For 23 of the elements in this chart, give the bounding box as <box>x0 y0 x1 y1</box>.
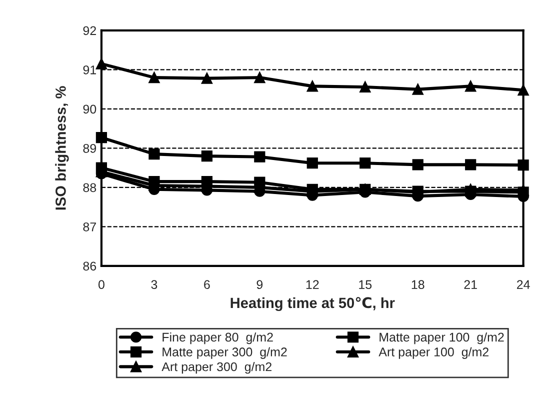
legend-label: Matte paper 300 g/m2 <box>162 347 287 359</box>
x-tick-label: 21 <box>464 280 477 289</box>
x-axis-title: Heating time at 50℃, hr <box>230 297 395 312</box>
x-tick-label: 24 <box>517 280 530 289</box>
y-tick-label: 90 <box>83 104 96 114</box>
x-tick-label: 12 <box>306 280 319 289</box>
y-tick-label: 88 <box>83 183 96 192</box>
x-tick-label: 6 <box>204 280 210 289</box>
y-tick-label: 87 <box>83 222 96 232</box>
y-tick-label: 91 <box>83 65 96 74</box>
x-tick-label: 0 <box>98 280 104 289</box>
y-axis-title: ISO brightness, % <box>55 86 69 210</box>
y-tick-label: 86 <box>83 262 96 271</box>
legend-label: Fine paper 80 g/m2 <box>162 332 273 344</box>
y-tick-label: 92 <box>83 26 96 36</box>
x-tick-label: 3 <box>151 280 158 289</box>
legend-label: Art paper 100 g/m2 <box>378 347 488 359</box>
x-tick-label: 9 <box>256 280 263 289</box>
y-tick-label: 89 <box>83 144 96 153</box>
legend-label: Matte paper 100 g/m2 <box>380 332 504 344</box>
x-tick-label: 18 <box>412 280 424 289</box>
legend-label: Art paper 300 g/m2 <box>162 362 272 374</box>
x-tick-label: 15 <box>359 280 372 289</box>
